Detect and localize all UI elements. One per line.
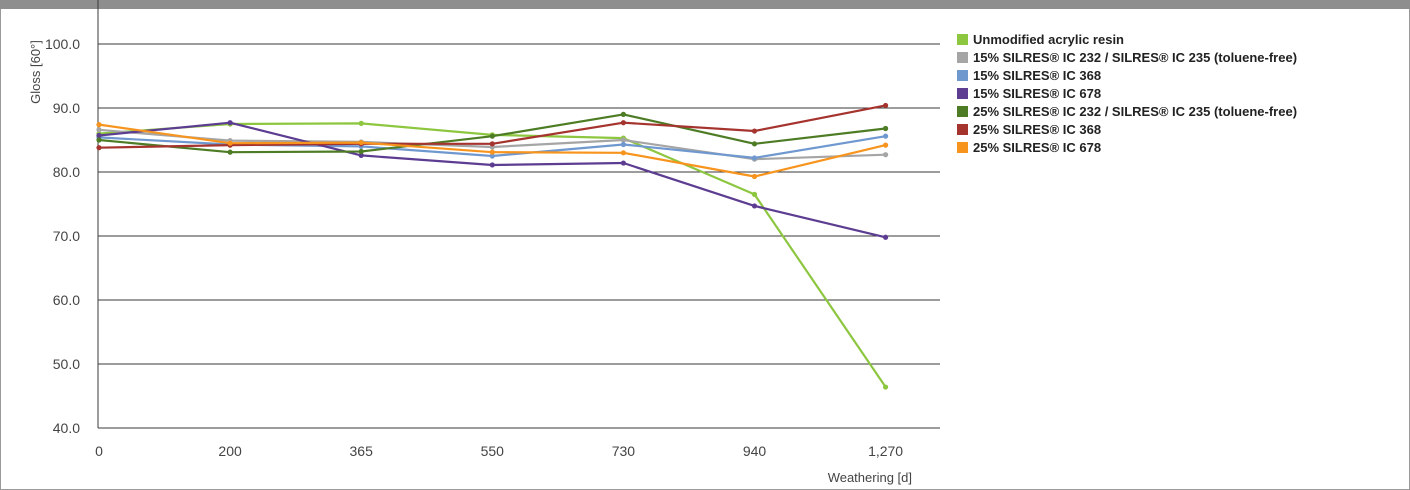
data-point — [620, 150, 627, 156]
legend-swatch — [957, 87, 968, 99]
data-point — [620, 141, 627, 148]
chart-legend: Unmodified acrylic resin 15% SILRES® IC 2… — [957, 30, 1297, 156]
legend-item: 25% SILRES® IC 678 — [957, 138, 1297, 156]
legend-item: 25% SILRES® IC 232 / SILRES® IC 235 (tol… — [957, 102, 1297, 120]
legend-item: 15% SILRES® IC 678 — [957, 84, 1297, 102]
data-point — [751, 128, 758, 134]
data-point — [751, 155, 758, 161]
data-point — [489, 162, 495, 168]
header-bar — [0, 0, 1410, 9]
y-tick-label: 90.0 — [53, 100, 80, 116]
legend-label: 15% SILRES® IC 368 — [973, 67, 1102, 83]
x-tick-label: 0 — [95, 443, 103, 459]
data-point — [227, 149, 233, 155]
data-point — [358, 120, 364, 126]
y-tick-label: 70.0 — [53, 228, 80, 244]
legend-item: 15% SILRES® IC 368 — [957, 66, 1297, 84]
data-point — [489, 133, 495, 139]
y-axis-label: Gloss [60°] — [28, 40, 43, 104]
legend-swatch — [957, 51, 968, 63]
legend-swatch — [957, 33, 968, 45]
data-point — [751, 191, 758, 197]
data-point — [489, 149, 495, 155]
y-tick-label: 100.0 — [45, 36, 80, 52]
legend-swatch — [957, 105, 968, 117]
legend-label: 15% SILRES® IC 232 / SILRES® IC 235 (tol… — [973, 49, 1298, 65]
data-point — [883, 142, 889, 148]
legend-swatch — [957, 69, 968, 81]
legend-label: 25% SILRES® IC 232 / SILRES® IC 235 (tol… — [973, 103, 1298, 119]
legend-label: 15% SILRES® IC 678 — [973, 85, 1102, 101]
y-tick-label: 40.0 — [53, 420, 80, 436]
x-tick-label: 1,270 — [868, 443, 903, 459]
x-tick-label: 730 — [612, 443, 636, 459]
data-point — [358, 148, 364, 155]
data-point — [620, 160, 627, 166]
y-tick-label: 60.0 — [53, 292, 80, 308]
data-point — [883, 133, 889, 139]
data-point — [751, 203, 758, 209]
y-tick-label: 80.0 — [53, 164, 80, 180]
x-tick-label: 200 — [218, 443, 242, 459]
data-point — [96, 122, 102, 128]
data-point — [358, 152, 364, 158]
data-point — [358, 139, 364, 146]
x-tick-label: 550 — [481, 443, 505, 459]
legend-label: 25% SILRES® IC 678 — [973, 139, 1102, 155]
data-point — [96, 127, 102, 133]
data-point — [883, 152, 889, 158]
legend-label: Unmodified acrylic resin — [973, 31, 1124, 47]
data-point — [489, 153, 495, 159]
legend-swatch — [957, 123, 968, 135]
legend-item: 15% SILRES® IC 232 / SILRES® IC 235 (tol… — [957, 48, 1297, 66]
data-point — [883, 125, 889, 132]
data-point — [96, 137, 102, 143]
data-point — [883, 384, 889, 390]
data-point — [751, 173, 758, 180]
x-tick-label: 365 — [350, 443, 374, 459]
x-axis-label: Weathering [d] — [828, 470, 912, 485]
data-point — [96, 145, 102, 151]
data-point — [96, 132, 102, 139]
legend-item: 25% SILRES® IC 368 — [957, 120, 1297, 138]
data-point — [883, 234, 889, 240]
data-point — [489, 141, 495, 147]
legend-item: Unmodified acrylic resin — [957, 30, 1297, 48]
data-point — [620, 120, 627, 126]
data-point — [227, 140, 233, 146]
legend-swatch — [957, 141, 968, 153]
legend-label: 25% SILRES® IC 368 — [973, 121, 1102, 137]
data-point — [751, 141, 758, 147]
data-point — [883, 102, 889, 109]
y-tick-label: 50.0 — [53, 356, 80, 372]
data-point — [227, 120, 233, 126]
data-point — [620, 137, 627, 143]
data-point — [620, 111, 627, 117]
x-tick-label: 940 — [743, 443, 767, 459]
